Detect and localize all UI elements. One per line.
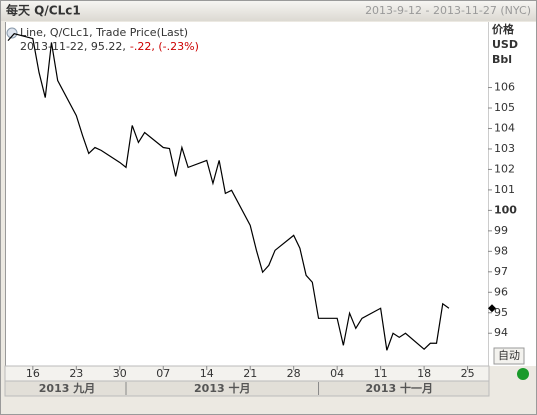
y-tick-label: 103 <box>494 142 515 155</box>
y-axis-label: Bbl <box>492 53 512 66</box>
header-title: 每天 Q/CLc1 <box>6 3 81 18</box>
y-tick-label: 105 <box>494 101 515 114</box>
x-tick-label: 11 <box>374 367 388 380</box>
x-tick-label: 16 <box>26 367 40 380</box>
y-tick-label: 98 <box>494 244 508 257</box>
header-bar <box>1 1 536 21</box>
last-value-marker <box>488 304 496 313</box>
legend-icon <box>6 27 18 39</box>
month-label: 2013 十一月 <box>366 381 433 395</box>
y-tick-label: 101 <box>494 183 515 196</box>
x-tick-label: 21 <box>243 367 257 380</box>
plot-area <box>5 22 536 366</box>
x-tick-label: 23 <box>69 367 83 380</box>
x-tick-label: 28 <box>287 367 301 380</box>
y-tick-label: 95 <box>494 306 508 319</box>
x-tick-label: 14 <box>200 367 214 380</box>
y-axis-label: 价格 <box>492 22 515 36</box>
status-indicator <box>517 368 529 380</box>
legend-series: Line, Q/CLc1, Trade Price(Last) <box>20 26 188 39</box>
y-tick-label: 94 <box>494 326 508 339</box>
y-tick-label: 104 <box>494 121 515 134</box>
legend: Line, Q/CLc1, Trade Price(Last) 2013-11-… <box>6 26 199 53</box>
x-tick-label: 18 <box>417 367 431 380</box>
legend-change: -.22, (-.23%) <box>130 40 199 53</box>
y-tick-label: 96 <box>494 285 508 298</box>
y-tick-label: 102 <box>494 162 515 175</box>
x-tick-label: 25 <box>461 367 475 380</box>
month-label: 2013 九月 <box>39 381 95 395</box>
legend-detail-text: 2013-11-22, 95.22, <box>20 40 126 53</box>
y-tick-label: 106 <box>494 81 515 94</box>
x-tick-label: 04 <box>330 367 344 380</box>
auto-button-label[interactable]: 自动 <box>498 349 520 362</box>
auto-button[interactable] <box>493 347 525 365</box>
header-range: 2013-9-12 - 2013-11-27 (NYC) <box>365 4 531 17</box>
x-tick-label: 07 <box>156 367 170 380</box>
legend-detail: 2013-11-22, 95.22, -.22, (-.23%) <box>20 40 199 53</box>
y-tick-label: 99 <box>494 224 508 237</box>
y-axis-label: USD <box>492 38 518 51</box>
price-line <box>7 32 450 351</box>
x-tick-label: 30 <box>113 367 127 380</box>
y-tick-label: 100 <box>494 203 517 216</box>
month-label: 2013 十月 <box>194 381 250 395</box>
y-tick-label: 97 <box>494 265 508 278</box>
